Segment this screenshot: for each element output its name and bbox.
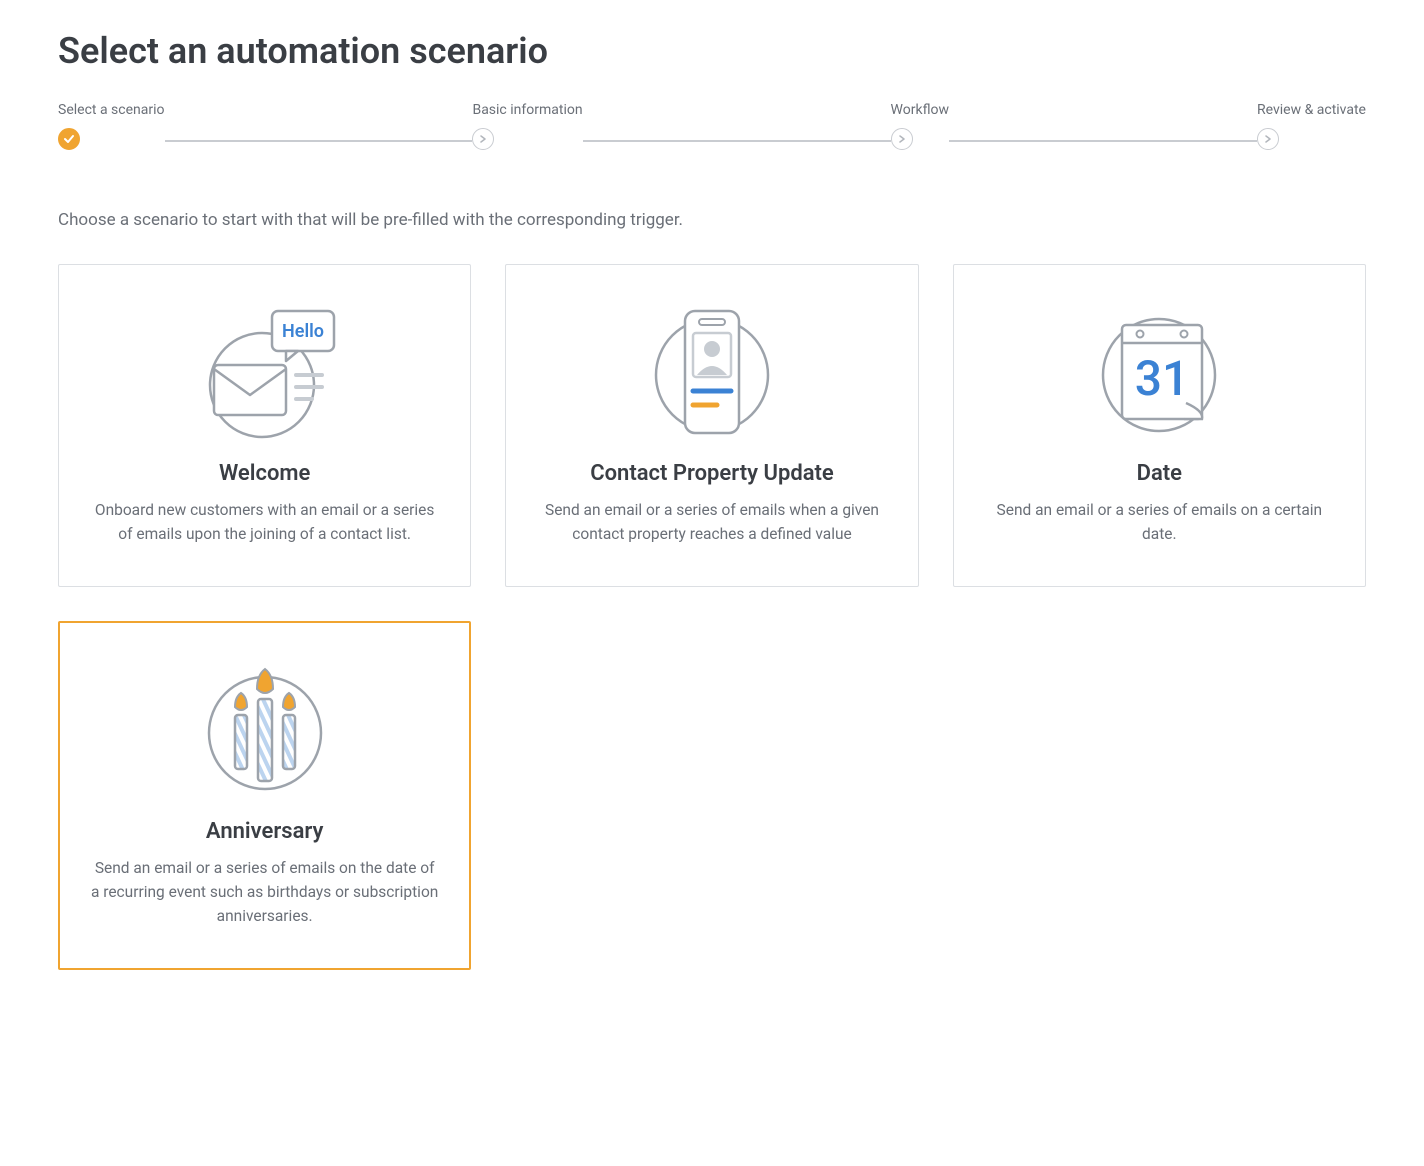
scenario-card-date[interactable]: 31 Date Send an email or a series of ema… — [953, 264, 1366, 587]
step-label: Select a scenario — [58, 102, 165, 118]
step-label: Review & activate — [1257, 102, 1366, 118]
step-connector — [583, 140, 891, 142]
chevron-right-icon — [1264, 135, 1272, 143]
step-2[interactable]: Basic information — [472, 102, 582, 150]
svg-text:31: 31 — [1135, 350, 1190, 407]
card-title: Anniversary — [84, 819, 445, 844]
welcome-icon: Hello — [83, 303, 446, 443]
chevron-right-icon — [479, 135, 487, 143]
stepper: Select a scenario Basic information Work… — [58, 102, 1366, 150]
card-title: Welcome — [83, 461, 446, 486]
scenario-card-contact-property[interactable]: Contact Property Update Send an email or… — [505, 264, 918, 587]
card-title: Date — [978, 461, 1341, 486]
step-circle — [472, 128, 494, 150]
step-connector — [949, 140, 1257, 142]
step-circle — [891, 128, 913, 150]
step-circle — [1257, 128, 1279, 150]
card-description: Send an email or a series of emails when… — [530, 498, 893, 546]
check-icon — [64, 134, 74, 144]
scenario-card-welcome[interactable]: Hello Welcome Onboard new customers with… — [58, 264, 471, 587]
scenario-cards: Hello Welcome Onboard new customers with… — [58, 264, 1366, 970]
card-description: Send an email or a series of emails on t… — [84, 856, 445, 928]
page-title: Select an automation scenario — [58, 30, 1366, 72]
step-label: Basic information — [472, 102, 582, 118]
card-description: Onboard new customers with an email or a… — [83, 498, 446, 546]
card-description: Send an email or a series of emails on a… — [978, 498, 1341, 546]
candles-icon — [84, 661, 445, 801]
step-circle-active — [58, 128, 80, 150]
svg-text:Hello: Hello — [282, 321, 324, 342]
contact-icon — [530, 303, 893, 443]
scenario-card-anniversary[interactable]: Anniversary Send an email or a series of… — [58, 621, 471, 970]
chevron-right-icon — [898, 135, 906, 143]
instruction-text: Choose a scenario to start with that wil… — [58, 210, 1366, 230]
step-label: Workflow — [891, 102, 950, 118]
step-3[interactable]: Workflow — [891, 102, 950, 150]
step-1[interactable]: Select a scenario — [58, 102, 165, 150]
step-connector — [165, 140, 473, 142]
calendar-icon: 31 — [978, 303, 1341, 443]
step-4[interactable]: Review & activate — [1257, 102, 1366, 150]
card-title: Contact Property Update — [530, 461, 893, 486]
